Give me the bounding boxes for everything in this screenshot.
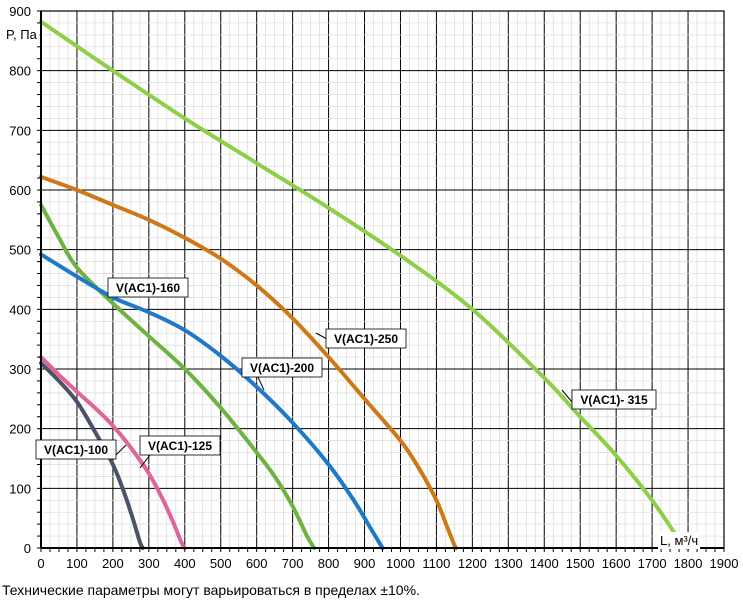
series-label-leader — [139, 454, 151, 469]
y-tick-label: 300 — [9, 362, 31, 377]
series-line-5 — [39, 19, 691, 550]
series-line-1 — [39, 355, 187, 550]
x-tick-label: 800 — [318, 556, 340, 571]
x-tick-label: 200 — [102, 556, 124, 571]
series-line-2 — [39, 202, 317, 550]
tick-labels: 0 100 200 300 400 500 600 700 800 900 1000 1100 1200… — [9, 4, 738, 571]
x-tick-label: 1000 — [386, 556, 415, 571]
y-tick-label: 200 — [9, 422, 31, 437]
series-lines — [39, 19, 691, 550]
x-tick-label: 1100 — [422, 556, 450, 571]
series-label-box — [107, 277, 189, 298]
series-line-0 — [39, 361, 145, 550]
series-line-4 — [39, 174, 459, 550]
y-tick-label: 100 — [9, 481, 31, 496]
series-label-leader — [257, 376, 265, 391]
x-tick-label: 1500 — [566, 556, 595, 571]
series-label-leader — [315, 332, 328, 340]
x-axis-label: L, м³/ч — [660, 533, 698, 548]
x-tick-label: 0 — [37, 556, 44, 571]
x-tick-label: 1300 — [494, 556, 523, 571]
y-tick-label: 0 — [24, 541, 31, 556]
x-axis-label-bg — [658, 532, 701, 549]
series-label: V(AC1)- 315 — [580, 393, 648, 407]
series-label: V(AC1)-250 — [334, 332, 398, 346]
x-tick-label: 1700 — [638, 556, 667, 571]
x-tick-label: 100 — [66, 556, 88, 571]
disclaimer-note: Технические параметры могут варьироватьс… — [2, 582, 420, 598]
x-tick-label: 400 — [174, 556, 196, 571]
x-tick-label: 600 — [246, 556, 268, 571]
series-label: V(AC1)-125 — [148, 439, 212, 453]
series-label: V(AC1)-100 — [44, 443, 108, 457]
series-label: V(AC1)-200 — [250, 361, 314, 375]
x-tick-label: 700 — [282, 556, 304, 571]
series-label: V(AC1)-160 — [116, 281, 180, 295]
y-tick-label: 800 — [9, 64, 31, 79]
series-label-box — [241, 357, 323, 378]
x-tick-label: 1200 — [458, 556, 487, 571]
x-tick-label: 300 — [138, 556, 160, 571]
x-tick-label: 500 — [210, 556, 232, 571]
y-axis-label: P, Па — [6, 27, 38, 42]
x-tick-label: 900 — [354, 556, 376, 571]
y-tick-label: 900 — [9, 4, 31, 19]
axes — [37, 10, 725, 552]
series-label-box — [571, 389, 657, 410]
series-label-leader — [561, 389, 573, 403]
series-label-leader — [115, 444, 127, 456]
x-tick-label: 1800 — [674, 556, 703, 571]
series-labels: V(AC1)-100 V(AC1)-125 V(AC1)-160 V(AC1)-200… — [35, 277, 657, 469]
x-tick-label: 1600 — [602, 556, 631, 571]
series-label-box — [35, 439, 117, 460]
y-tick-label: 700 — [9, 123, 31, 138]
x-tick-label: 1900 — [710, 556, 739, 571]
x-tick-label: 1400 — [530, 556, 559, 571]
series-label-box — [139, 435, 221, 456]
y-axis-label-bg — [4, 26, 40, 43]
y-tick-label: 600 — [9, 183, 31, 198]
y-tick-label: 500 — [9, 243, 31, 258]
y-tick-label: 400 — [9, 302, 31, 317]
series-label-box — [325, 328, 407, 349]
